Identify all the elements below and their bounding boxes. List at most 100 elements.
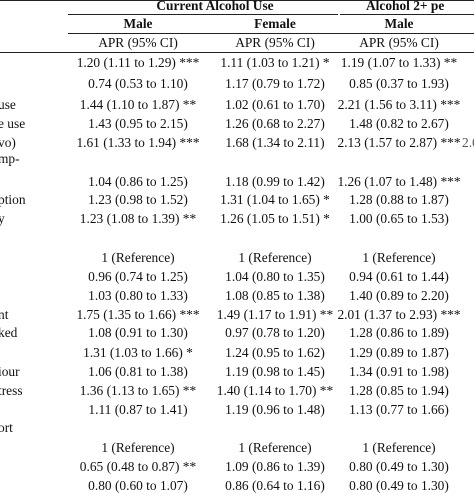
group2-underline [340,14,474,15]
cell-male-current: 1.11 (0.87 to 1.41) [88,402,188,417]
cell-male-current: 0.96 (0.74 to 1.25) [88,269,188,284]
cell-male-current: 1.03 (0.80 to 1.33) [88,288,188,303]
table-row: nt 1.75 (1.35 to 1.66) *** 1.49 (1.17 to 1… [0,305,474,324]
table-row: 1 (Reference) 1 (Reference) 1 (Reference) [0,248,474,267]
cell-female-current: 1.26 (1.05 to 1.51) * [220,211,330,226]
cell-female-current: 1 (Reference) [238,440,312,455]
table-row: ked 1.08 (0.91 to 1.30) 0.97 (0.78 to 1.20… [0,323,474,342]
table-row: e use 1.43 (0.95 to 2.15) 1.26 (0.68 to 2.… [0,114,474,133]
cell-female-current: 1.04 (0.80 to 1.35) [225,269,325,284]
cell-male-current: 1.06 (0.81 to 1.38) [88,364,188,379]
cell-male-2plus: 1.48 (0.82 to 2.67) [349,116,449,131]
table-row: 0.80 (0.60 to 1.07) 0.86 (0.64 to 1.16) 0.… [0,476,474,495]
cell-male-2plus: 1.28 (0.85 to 1.94) [349,383,449,398]
cell-male-2plus: 1.28 (0.86 to 1.89) [349,325,449,340]
table-row: y 1.23 (1.08 to 1.39) ** 1.26 (1.05 to 1.5… [0,209,474,228]
cell-male-current: 1.36 (1.13 to 1.65) ** [79,383,197,398]
cell-female-current: 1.49 (1.17 to 1.91) ** [216,307,334,322]
table-row: 0.74 (0.53 to 1.10) 1.17 (0.79 to 1.72) 0.… [0,74,474,93]
header-male: Male [123,16,153,31]
table-row: ort [0,418,474,437]
cell-male-2plus: 1.40 (0.89 to 2.20) [349,288,449,303]
header-apr-2: APR (95% CI) [235,35,315,50]
header-row-sex: Male Female Male [0,14,474,33]
cell-male-current: 1.61 (1.33 to 1.94) *** [76,135,200,150]
cell-female-current: 1.02 (0.61 to 1.70) [225,97,325,112]
cell-male-2plus: 0.94 (0.61 to 1.44) [349,269,449,284]
cell-male-2plus: 1.19 (1.07 to 1.33) ** [340,55,458,70]
table-row: mp- [0,149,474,168]
header-bottom-rule [0,52,474,53]
cell-female-current: 1.31 (1.04 to 1.65) * [220,192,330,207]
cell-male-current: 1 (Reference) [101,440,175,455]
table-row: ption 1.23 (0.98 to 1.52) 1.31 (1.04 to 1.… [0,190,474,209]
table-row: use 1.44 (1.10 to 1.87) ** 1.02 (0.61 to 1… [0,95,474,114]
row-label: vo) [0,135,16,150]
cell-male-current: 0.80 (0.60 to 1.07) [88,478,188,493]
cell-male-2plus: 1.28 (0.88 to 1.87) [349,192,449,207]
cell-male-current: 0.65 (0.48 to 0.87) ** [79,459,197,474]
table-row: 1.04 (0.86 to 1.25) 1.18 (0.99 to 1.42) 1.… [0,172,474,191]
cell-male-2plus: 0.80 (0.49 to 1.30) [349,459,449,474]
cell-female-current: 0.97 (0.78 to 1.20) [225,325,325,340]
row-label: tress [0,383,23,398]
cell-male-current: 1.08 (0.91 to 1.30) [88,325,188,340]
header-apr-3: APR (95% CI) [359,35,439,50]
cell-female-current: 1 (Reference) [238,250,312,265]
cell-female-current: 1.08 (0.85 to 1.38) [225,288,325,303]
cell-male-current: 1.75 (1.35 to 1.66) *** [76,307,200,322]
cell-male-current: 1.23 (1.08 to 1.39) ** [79,211,197,226]
cell-truncated: 2.6 [462,135,474,150]
cell-male-2plus: 0.80 (0.49 to 1.30) [349,478,449,493]
row-label: ked [0,325,18,340]
cell-male-current: 0.74 (0.53 to 1.10) [88,76,188,91]
row-label: y [0,211,5,226]
table-row: tress 1.36 (1.13 to 1.65) ** 1.40 (1.14 to… [0,381,474,400]
header-male-2: Male [384,16,414,31]
header-current-alcohol-use: Current Alcohol Use [156,0,274,13]
table-row: 0.96 (0.74 to 1.25) 1.04 (0.80 to 1.35) 0.… [0,267,474,286]
header-alcohol-2plus: Alcohol 2+ pe [366,0,445,13]
table-row: 0.65 (0.48 to 0.87) ** 1.09 (0.86 to 1.39… [0,457,474,476]
cell-male-2plus: 2.01 (1.37 to 2.93) *** [337,307,461,322]
cell-female-current: 1.19 (0.98 to 1.45) [225,364,325,379]
cell-male-current: 1 (Reference) [101,250,175,265]
cell-female-current: 1.17 (0.79 to 1.72) [225,76,325,91]
cell-male-current: 1.23 (0.98 to 1.52) [88,192,188,207]
table-row: 1 (Reference) 1 (Reference) 1 (Reference) [0,438,474,457]
header-row-group: Current Alcohol Use Alcohol 2+ pe [0,0,474,15]
cell-female-current: 1.40 (1.14 to 1.70) ** [216,383,334,398]
cell-female-current: 1.19 (0.96 to 1.48) [225,402,325,417]
table-row: 1.31 (1.03 to 1.66) * 1.24 (0.95 to 1.62)… [0,343,474,362]
table-row [0,228,474,247]
cell-male-current: 1.43 (0.95 to 2.15) [88,116,188,131]
header-female: Female [254,16,296,31]
cell-male-current: 1.04 (0.86 to 1.25) [88,174,188,189]
cell-male-2plus: 1.26 (1.07 to 1.48) *** [337,174,461,189]
cell-female-current: 1.24 (0.95 to 1.62) [225,345,325,360]
cell-female-current: 1.68 (1.34 to 2.11) [225,135,325,150]
cell-male-current: 1.44 (1.10 to 1.87) ** [79,97,197,112]
cell-female-current: 1.09 (0.86 to 1.39) [225,459,325,474]
table-row: 1.11 (0.87 to 1.41) 1.19 (0.96 to 1.48) 1.… [0,400,474,419]
table-row: 1.03 (0.80 to 1.33) 1.08 (0.85 to 1.38) 1.… [0,286,474,305]
row-label: mp- [0,151,20,166]
header-row-stat: APR (95% CI) APR (95% CI) APR (95% CI) [0,33,474,52]
cell-male-2plus: 1 (Reference) [362,440,436,455]
cell-male-2plus: 1.34 (0.91 to 1.98) [349,364,449,379]
row-label: iour [0,364,20,379]
cell-female-current: 1.11 (1.03 to 1.21) * [220,55,330,70]
row-label: ort [0,420,13,435]
cell-male-current: 1.20 (1.11 to 1.29) *** [76,55,200,70]
table-row: vo) 1.61 (1.33 to 1.94) *** 1.68 (1.34 to … [0,133,474,152]
cell-female-current: 1.26 (0.68 to 2.27) [225,116,325,131]
cell-male-current: 1.31 (1.03 to 1.66) * [83,345,193,360]
table-row: iour 1.06 (0.81 to 1.38) 1.19 (0.98 to 1.4… [0,362,474,381]
cell-male-2plus: 2.21 (1.56 to 3.11) *** [337,97,461,112]
table-row: 1.20 (1.11 to 1.29) *** 1.11 (1.03 to 1.2… [0,53,474,72]
row-label: nt [0,307,9,322]
cell-male-2plus: 1.29 (0.89 to 1.87) [349,345,449,360]
row-label: ption [0,192,26,207]
group1-underline [68,14,338,15]
